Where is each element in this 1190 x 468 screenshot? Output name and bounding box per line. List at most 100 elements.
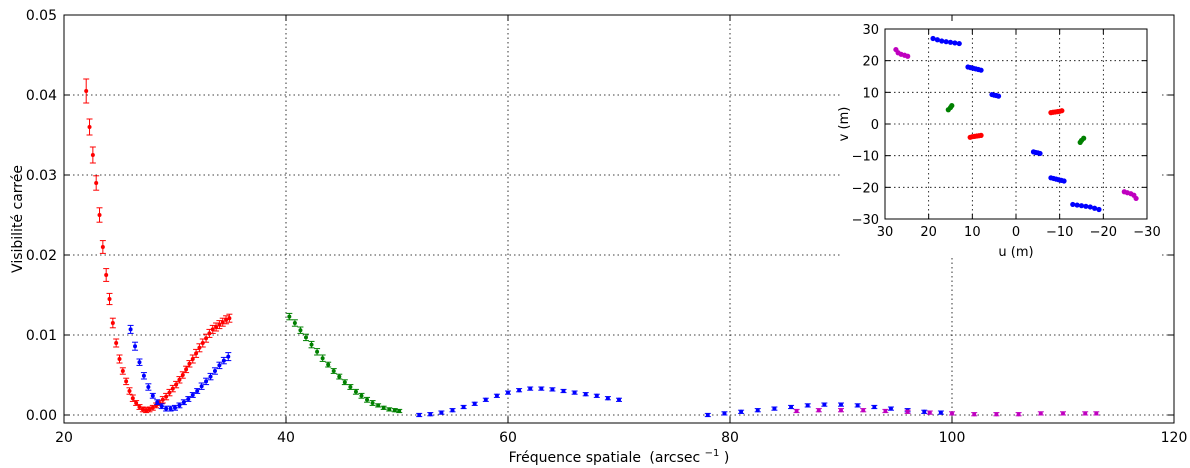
data-point: [572, 390, 577, 395]
uv-point: [1096, 206, 1102, 213]
data-point: [772, 406, 777, 411]
data-point: [150, 393, 155, 398]
data-point: [204, 379, 209, 384]
data-point: [320, 356, 325, 361]
data-point: [794, 409, 799, 413]
data-point: [359, 393, 364, 398]
inset-x-axis-label: u (m): [998, 245, 1033, 260]
inset-y-tick-label: 20: [862, 55, 879, 70]
data-point: [87, 125, 92, 129]
data-point: [195, 389, 200, 393]
data-point: [190, 393, 195, 397]
data-point: [739, 409, 744, 414]
data-point: [214, 325, 219, 329]
uv-point: [949, 103, 955, 109]
uv-track: [967, 132, 984, 140]
inset-y-tick-label: 10: [862, 86, 879, 101]
uv-point: [1092, 205, 1098, 211]
data-point: [494, 393, 499, 398]
data-point: [100, 245, 105, 249]
data-point: [292, 321, 297, 325]
uv-track: [1070, 201, 1102, 213]
y-tick-label: 0.02: [26, 248, 57, 264]
data-point: [539, 386, 544, 391]
data-point: [337, 374, 342, 379]
data-point: [208, 374, 213, 379]
data-point: [217, 363, 222, 368]
data-point: [168, 406, 173, 411]
uv-track: [965, 64, 984, 73]
x-axis-label: Fréquence spatiale (arcsec −1 ): [509, 444, 730, 466]
x-tick-label: 120: [1161, 430, 1188, 446]
main-series: [83, 78, 1100, 418]
inset-x-tick-label: 20: [920, 225, 937, 240]
x-axis-label-unit: (arcsec: [649, 450, 700, 466]
uv-point: [1083, 203, 1089, 209]
inset-series: [893, 35, 1139, 213]
uv-point: [1081, 135, 1087, 141]
data-point: [381, 405, 386, 410]
data-point: [365, 397, 370, 402]
data-point: [950, 411, 954, 416]
data-point: [200, 341, 205, 345]
data-point: [303, 335, 308, 340]
data-point: [130, 396, 135, 401]
inset-y-tick-label: −30: [852, 213, 879, 228]
uv-point: [978, 132, 984, 138]
data-point: [550, 387, 555, 392]
uv-point: [939, 38, 945, 44]
uv-point: [943, 39, 949, 45]
data-point: [1083, 411, 1088, 416]
data-point: [1061, 411, 1065, 416]
data-point: [186, 397, 191, 401]
data-point: [160, 397, 165, 402]
visibility-series: [127, 324, 232, 412]
data-point: [128, 327, 133, 332]
data-point: [839, 402, 843, 407]
x-axis-label-text: Fréquence spatiale: [509, 450, 641, 466]
data-point: [805, 403, 810, 408]
data-point: [483, 397, 488, 402]
data-point: [816, 408, 821, 413]
data-point: [134, 401, 139, 405]
data-point: [174, 382, 179, 387]
data-point: [204, 336, 209, 341]
data-point: [331, 369, 336, 373]
uv-track: [1077, 135, 1087, 145]
data-point: [120, 369, 125, 373]
uv-track: [1030, 149, 1043, 157]
uv-point: [978, 67, 984, 73]
data-point: [177, 403, 182, 408]
data-point: [583, 392, 588, 397]
data-point: [376, 403, 381, 408]
data-point: [722, 411, 727, 416]
uv-point: [1133, 195, 1139, 202]
data-point: [789, 405, 794, 409]
data-point: [187, 361, 192, 366]
data-point: [97, 213, 102, 217]
data-point: [150, 405, 155, 410]
data-point: [127, 389, 132, 393]
data-point: [855, 403, 860, 408]
inset-x-tick-label: 30: [877, 225, 894, 240]
data-point: [972, 412, 977, 417]
data-point: [110, 321, 115, 325]
uv-point: [947, 39, 954, 45]
data-point: [517, 388, 522, 393]
data-point: [84, 89, 89, 93]
y-tick-label: 0.00: [26, 408, 57, 424]
uv-point: [1070, 201, 1076, 208]
data-point: [173, 405, 177, 410]
data-point: [133, 344, 138, 349]
data-point: [938, 410, 943, 415]
inset-y-tick-label: 30: [862, 23, 879, 38]
data-point: [417, 413, 422, 417]
data-point: [194, 351, 199, 356]
uv-track: [1048, 108, 1065, 116]
x-axis-label-exponent: −1: [705, 448, 720, 459]
